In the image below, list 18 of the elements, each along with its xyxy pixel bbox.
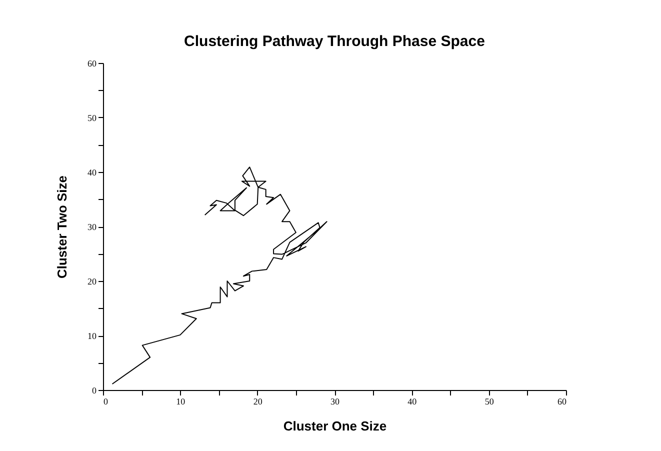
line-series <box>112 166 328 385</box>
x-tick-label: 40 <box>408 396 418 406</box>
x-tick-label: 50 <box>484 396 494 406</box>
x-axis-title: Cluster One Size <box>283 418 387 434</box>
y-axis-title: Cluster Two Size <box>54 175 70 279</box>
x-tick-label: 60 <box>558 396 567 406</box>
x-tick-label: 20 <box>253 396 263 406</box>
y-tick-label: 30 <box>88 222 97 232</box>
y-tick-label: 20 <box>88 276 97 286</box>
x-tick-label: 0 <box>104 396 108 406</box>
y-tick-label: 10 <box>88 331 97 341</box>
chart-title: Clustering Pathway Through Phase Space <box>184 33 485 50</box>
x-tick-label: 30 <box>330 396 340 406</box>
y-tick-label: 40 <box>88 168 97 178</box>
y-tick-label: 60 <box>88 58 97 68</box>
x-tick-label: 10 <box>176 396 186 406</box>
y-tick-label: 0 <box>92 386 97 396</box>
y-tick-label: 50 <box>88 113 97 123</box>
